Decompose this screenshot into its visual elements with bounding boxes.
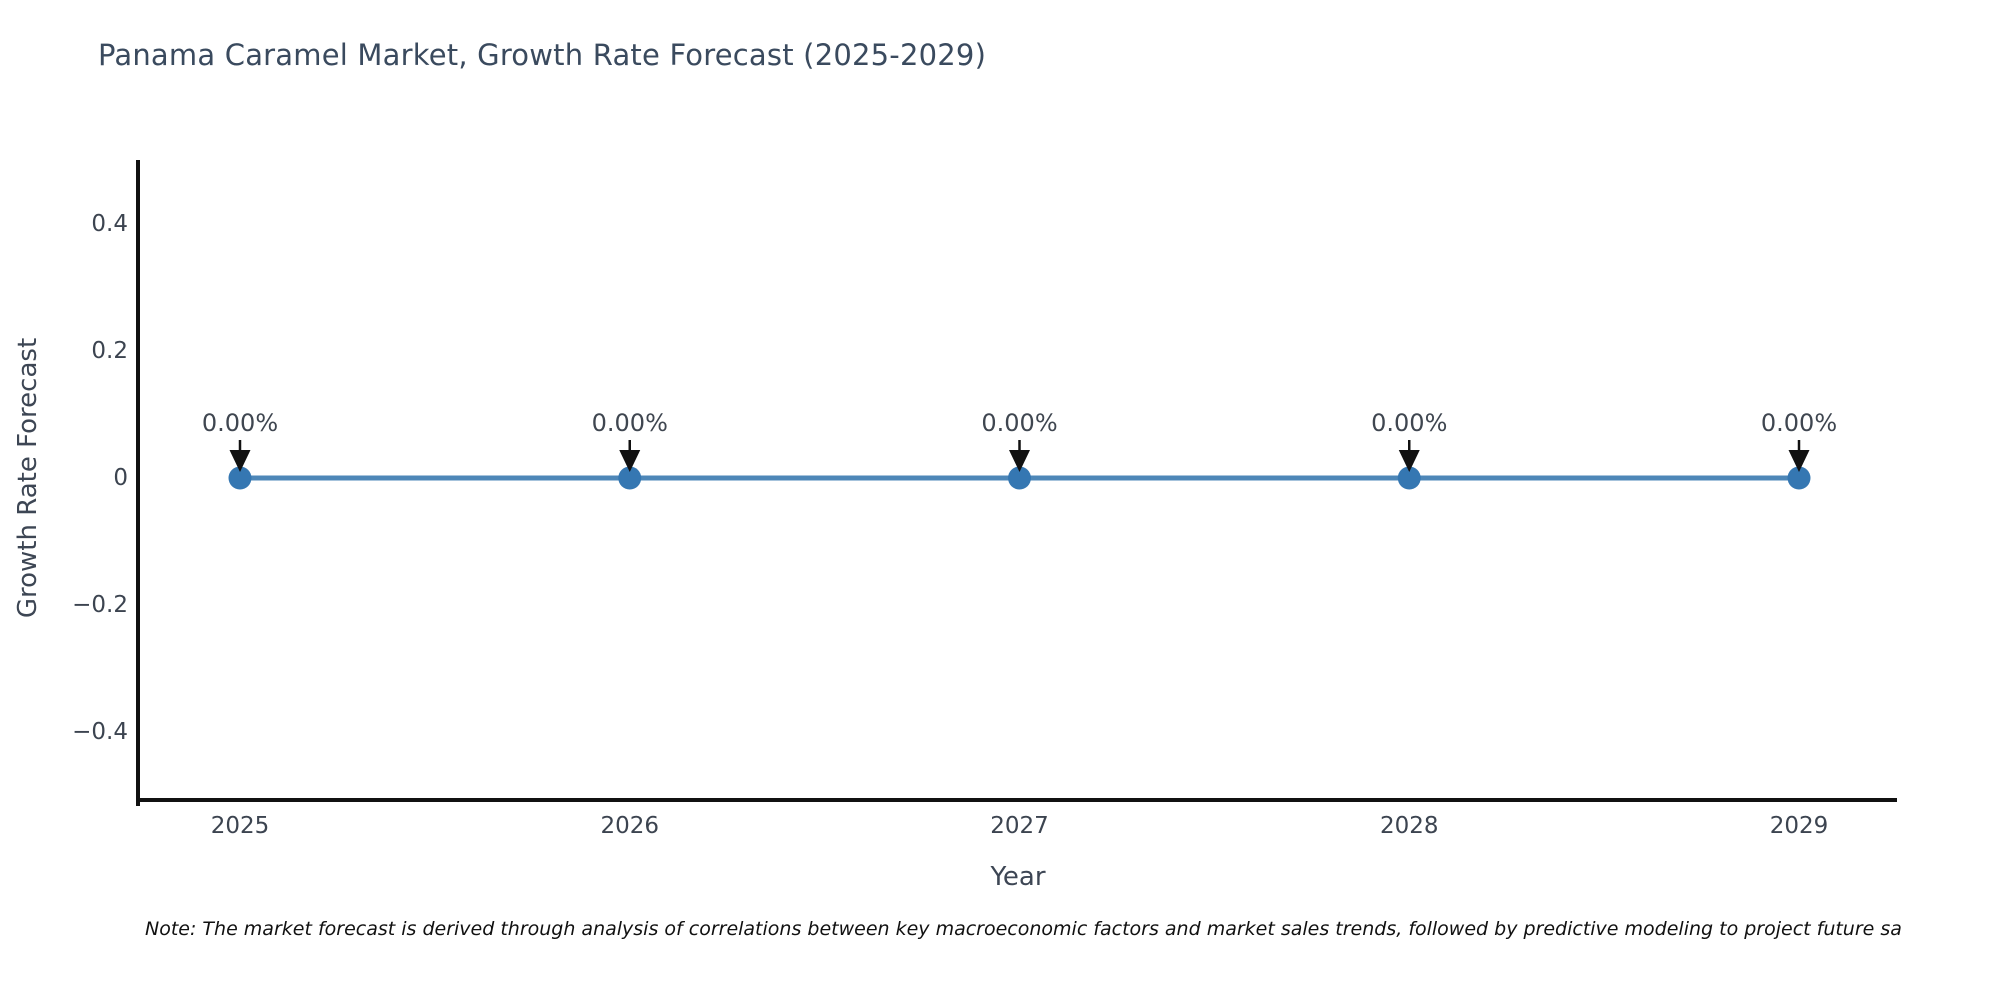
annotation-arrowhead <box>1788 450 1810 472</box>
data-point-marker <box>1397 466 1421 490</box>
axes-layer <box>136 160 1897 806</box>
x-axis-title: Year <box>990 862 1046 892</box>
annotation-arrowhead <box>229 450 251 472</box>
point-value-label: 0.00% <box>202 409 278 437</box>
y-axis-title: Growth Rate Forecast <box>13 337 43 619</box>
annotation-arrowhead <box>619 450 641 472</box>
y-tick-label: 0.2 <box>91 338 128 364</box>
annotation-arrowhead <box>1398 450 1420 472</box>
point-value-label: 0.00% <box>592 409 668 437</box>
data-point-marker <box>228 466 252 490</box>
point-value-label: 0.00% <box>981 409 1057 437</box>
y-tick-label: −0.4 <box>72 719 128 745</box>
x-tick-label: 2029 <box>1770 813 1829 839</box>
x-tick-label: 2028 <box>1380 813 1439 839</box>
footnote: Note: The market forecast is derived thr… <box>145 918 1902 940</box>
tick-labels: 0.4 0.2 0 −0.2 −0.4 2025 2026 2027 2028 2029 <box>72 211 1828 839</box>
chart-title: Panama Caramel Market, Growth Rate Forec… <box>98 38 987 72</box>
y-tick-label: 0 <box>113 465 128 491</box>
x-tick-label: 2025 <box>211 813 270 839</box>
data-point-marker <box>618 466 642 490</box>
point-value-label: 0.00% <box>1371 409 1447 437</box>
data-point-marker <box>1787 466 1811 490</box>
x-tick-label: 2026 <box>600 813 659 839</box>
y-tick-label: 0.4 <box>91 211 128 237</box>
y-tick-label: −0.2 <box>72 592 128 618</box>
data-layer <box>228 466 1811 490</box>
point-value-label: 0.00% <box>1761 409 1837 437</box>
x-tick-label: 2027 <box>990 813 1049 839</box>
annotation-arrowhead <box>1009 450 1030 472</box>
annotation-layer: 0.00% 0.00% 0.00% 0.00% 0.00% <box>202 409 1837 472</box>
data-point-marker <box>1008 466 1031 490</box>
